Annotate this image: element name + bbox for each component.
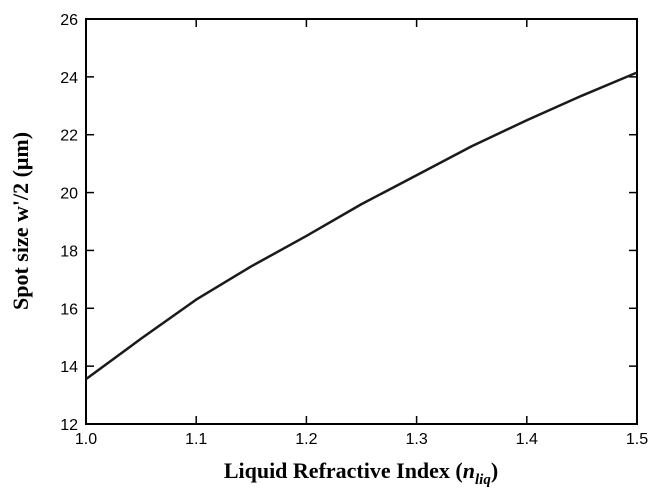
y-tick-label: 16 xyxy=(60,301,78,318)
y-tick-label: 12 xyxy=(60,417,78,434)
y-tick-label: 26 xyxy=(60,12,78,29)
x-title-symbol: n xyxy=(463,458,475,483)
x-tick-label: 1.3 xyxy=(405,431,427,448)
data-line xyxy=(85,71,638,381)
x-tick-label: 1.4 xyxy=(516,431,538,448)
y-axis-title: Spot size w'/2 (μm) xyxy=(8,132,33,310)
x-axis-title: Liquid Refractive Index (nliq) xyxy=(224,458,498,488)
x-title-text: Liquid Refractive Index ( xyxy=(224,458,463,483)
plot-frame xyxy=(85,18,638,425)
y-tick-label: 22 xyxy=(60,128,78,145)
x-tick-label: 1.0 xyxy=(75,431,97,448)
x-tick-label: 1.1 xyxy=(185,431,207,448)
y-tick-label: 24 xyxy=(60,70,78,87)
x-title-close: ) xyxy=(491,458,498,483)
x-tick-label: 1.2 xyxy=(295,431,317,448)
x-tick-label: 1.5 xyxy=(626,431,648,448)
y-tick-label: 20 xyxy=(60,186,78,203)
y-tick-label: 18 xyxy=(60,243,78,260)
x-title-subscript: liq xyxy=(475,472,491,488)
y-tick-label: 14 xyxy=(60,359,78,376)
